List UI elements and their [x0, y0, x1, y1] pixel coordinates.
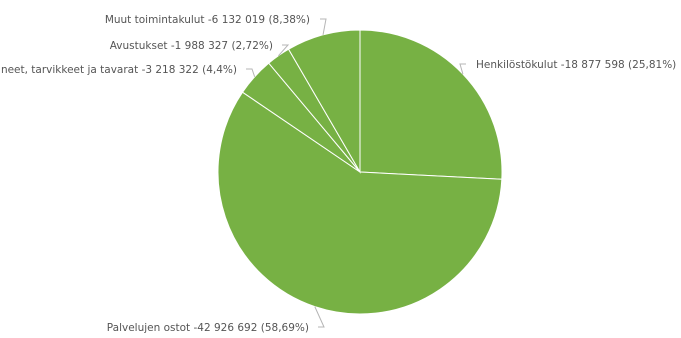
pie-slices [217, 29, 503, 315]
slice-labels: Henkilöstökulut -18 877 598 (25,81%) Palv… [0, 14, 676, 334]
leader-line-muut-toimintakulut [320, 18, 327, 35]
leader-line-henkilostokulut [459, 63, 466, 75]
slice-label-henkilostokulut: Henkilöstökulut -18 877 598 (25,81%) [476, 59, 676, 71]
slice-label-aineet-tarvikkeet-ja-tavarat: Aineet, tarvikkeet ja tavarat -3 218 322… [0, 64, 237, 76]
pie-slice-palvelujen-ostot[interactable] [217, 91, 503, 315]
slice-label-muut-toimintakulut: Muut toimintakulut -6 132 019 (8,38%) [105, 14, 310, 26]
leader-line-palvelujen-ostot [314, 306, 325, 328]
leader-line-aineet-tarvikkeet-ja-tavarat [246, 68, 256, 77]
slice-label-avustukset: Avustukset -1 988 327 (2,72%) [110, 40, 273, 52]
pie-slice-muut-toimintakulut[interactable] [287, 29, 361, 174]
slice-label-palvelujen-ostot: Palvelujen ostot -42 926 692 (58,69%) [107, 322, 309, 334]
leader-lines [246, 18, 466, 328]
pie-slice-henkilostokulut[interactable] [359, 29, 503, 180]
leader-line-avustukset [278, 44, 290, 57]
